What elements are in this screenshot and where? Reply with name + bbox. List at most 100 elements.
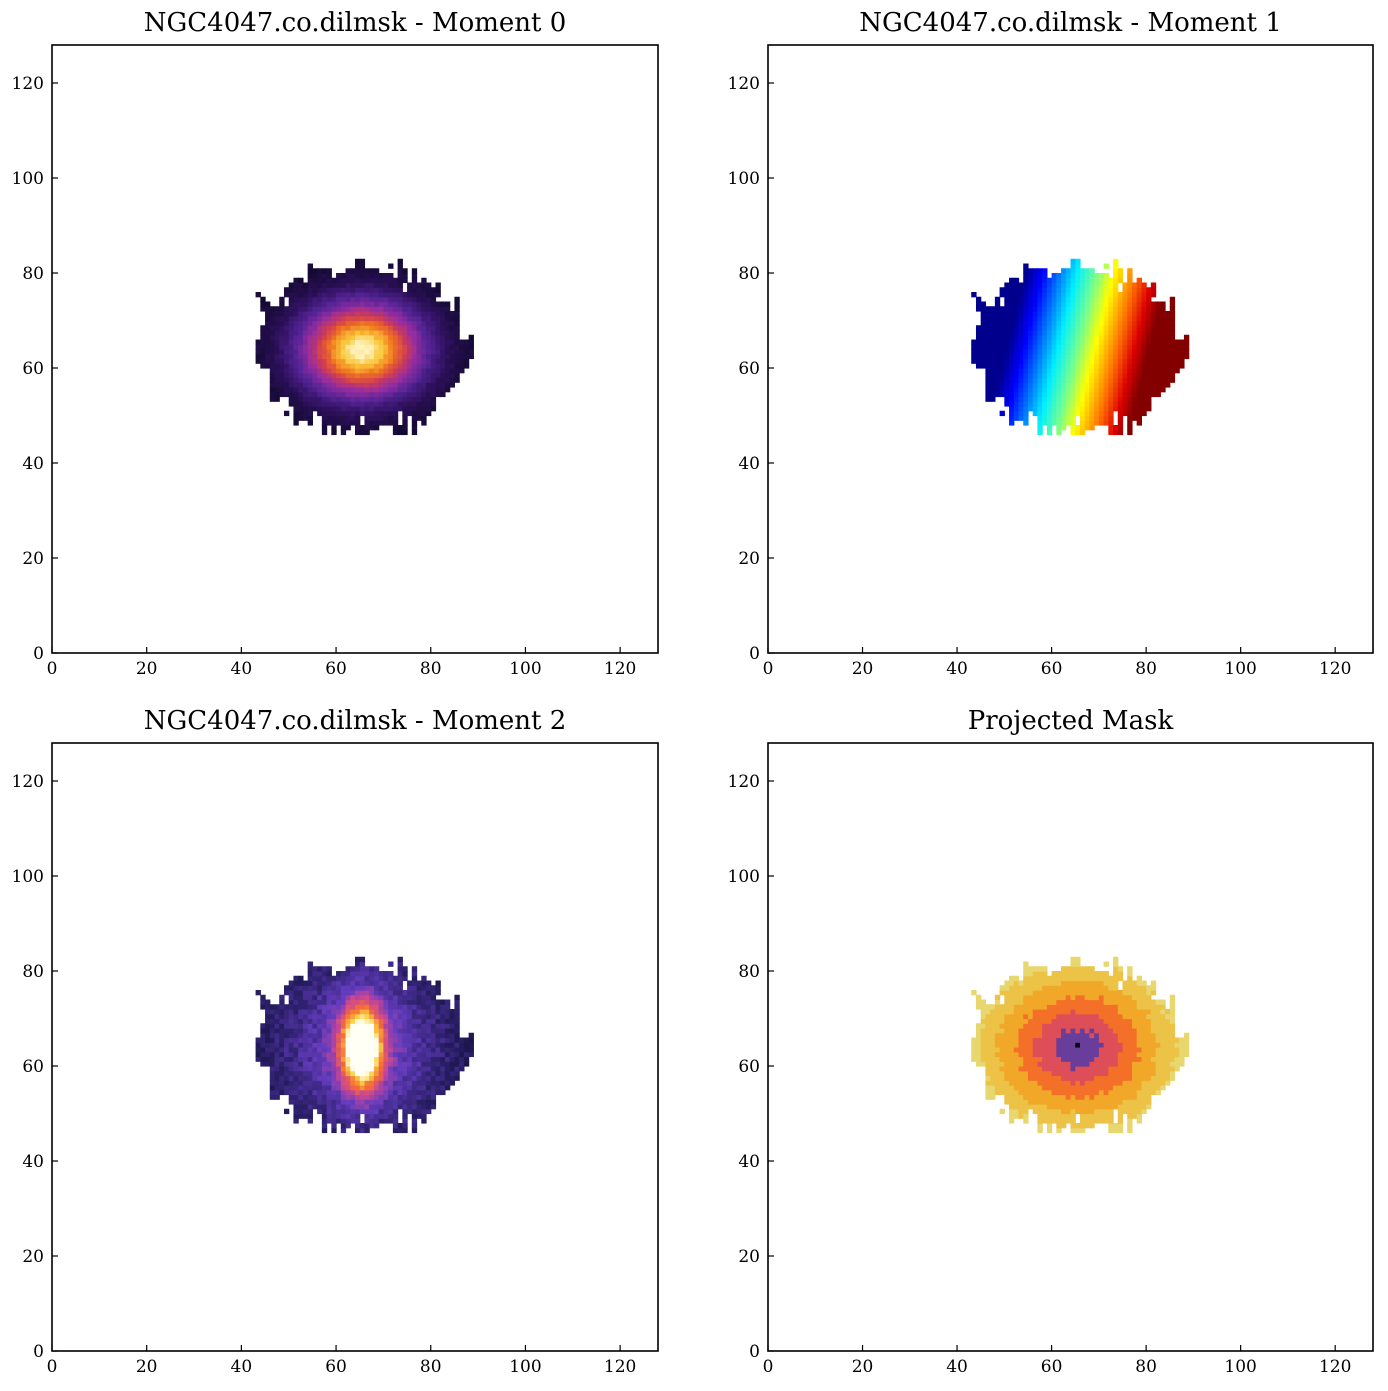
- heatmap-cell: [1132, 1076, 1137, 1081]
- heatmap-cell: [995, 1076, 1000, 1081]
- heatmap-cell: [374, 273, 379, 278]
- heatmap-cell: [1141, 344, 1146, 349]
- heatmap-cell: [1099, 976, 1104, 981]
- heatmap-cell: [1141, 1019, 1146, 1024]
- heatmap-cell: [1071, 406, 1076, 411]
- heatmap-cell: [1118, 1033, 1123, 1038]
- heatmap-cell: [1113, 990, 1118, 995]
- heatmap-cell: [985, 1095, 990, 1100]
- heatmap-cell: [393, 1033, 398, 1038]
- y-tick-label: 60: [738, 359, 760, 379]
- heatmap-cell: [440, 1080, 445, 1085]
- heatmap-cell: [1132, 1038, 1137, 1043]
- heatmap-cell: [1033, 1000, 1038, 1005]
- heatmap-cell: [1137, 397, 1142, 402]
- heatmap-cell: [393, 368, 398, 373]
- heatmap-cell: [1000, 382, 1005, 387]
- heatmap-cell: [374, 420, 379, 425]
- heatmap-cell: [355, 430, 360, 435]
- heatmap-cell: [1160, 1033, 1165, 1038]
- heatmap-cell: [417, 311, 422, 316]
- heatmap-cell: [346, 363, 351, 368]
- heatmap-cell: [1104, 1014, 1109, 1019]
- heatmap-cell: [346, 1028, 351, 1033]
- heatmap-cell: [331, 1109, 336, 1114]
- heatmap-cell: [435, 344, 440, 349]
- heatmap-cell: [412, 1023, 417, 1028]
- heatmap-cell: [1127, 297, 1132, 302]
- heatmap-cell: [1066, 311, 1071, 316]
- heatmap-cell: [1009, 1099, 1014, 1104]
- heatmap-cell: [1151, 349, 1156, 354]
- heatmap-cell: [421, 344, 426, 349]
- heatmap-cell: [1023, 283, 1028, 288]
- heatmap-cell: [1061, 397, 1066, 402]
- heatmap-cell: [981, 1042, 986, 1047]
- heatmap-cell: [317, 406, 322, 411]
- heatmap-cell: [346, 411, 351, 416]
- heatmap-cell: [374, 359, 379, 364]
- heatmap-cell: [322, 1028, 327, 1033]
- heatmap-cell: [312, 1004, 317, 1009]
- heatmap-cell: [1104, 1109, 1109, 1114]
- heatmap-cell: [1160, 1014, 1165, 1019]
- heatmap-cell: [1071, 1076, 1076, 1081]
- heatmap-cell: [336, 1038, 341, 1043]
- heatmap-cell: [445, 1023, 450, 1028]
- heatmap-cell: [364, 397, 369, 402]
- heatmap-cell: [308, 297, 313, 302]
- heatmap-cell: [1037, 349, 1042, 354]
- heatmap-cell: [393, 330, 398, 335]
- heatmap-cell: [1075, 1128, 1080, 1133]
- heatmap-cell: [1085, 330, 1090, 335]
- heatmap-cell: [1066, 287, 1071, 292]
- heatmap-cell: [1004, 378, 1009, 383]
- heatmap-cell: [412, 273, 417, 278]
- heatmap-cell: [1141, 411, 1146, 416]
- heatmap-cell: [312, 349, 317, 354]
- heatmap-cell: [312, 1099, 317, 1104]
- heatmap-cell: [312, 368, 317, 373]
- heatmap-cell: [293, 1076, 298, 1081]
- heatmap-cell: [393, 302, 398, 307]
- heatmap-cell: [1165, 349, 1170, 354]
- heatmap-cell: [454, 306, 459, 311]
- heatmap-cell: [350, 287, 355, 292]
- heatmap-cell: [322, 287, 327, 292]
- heatmap-cell: [1080, 1042, 1085, 1047]
- heatmap-cell: [440, 1090, 445, 1095]
- heatmap-cell: [1085, 1123, 1090, 1128]
- heatmap-cell: [355, 273, 360, 278]
- heatmap-cell: [995, 1061, 1000, 1066]
- heatmap-cell: [1004, 316, 1009, 321]
- heatmap-cell: [322, 425, 327, 430]
- heatmap-cell: [331, 325, 336, 330]
- heatmap-cell: [360, 985, 365, 990]
- heatmap-cell: [279, 1066, 284, 1071]
- heatmap-cell: [1042, 1014, 1047, 1019]
- heatmap-cell: [298, 349, 303, 354]
- heatmap-cell: [1019, 401, 1024, 406]
- heatmap-cell: [374, 349, 379, 354]
- heatmap-cell: [1004, 363, 1009, 368]
- heatmap-cell: [426, 1052, 431, 1057]
- heatmap-cell: [1094, 1095, 1099, 1100]
- heatmap-cell: [1042, 1099, 1047, 1104]
- heatmap-cell: [417, 297, 422, 302]
- heatmap-cell: [350, 1004, 355, 1009]
- heatmap-cell: [341, 1009, 346, 1014]
- heatmap-cell: [1127, 316, 1132, 321]
- heatmap-cell: [327, 387, 332, 392]
- heatmap-cell: [1004, 1014, 1009, 1019]
- heatmap-cell: [1066, 990, 1071, 995]
- heatmap-cell: [1118, 1128, 1123, 1133]
- heatmap-cell: [1108, 1000, 1113, 1005]
- heatmap-cell: [336, 1071, 341, 1076]
- heatmap-cell: [1023, 354, 1028, 359]
- heatmap-cell: [1151, 985, 1156, 990]
- heatmap-cell: [364, 420, 369, 425]
- heatmap-cell: [1094, 283, 1099, 288]
- heatmap-cell: [1047, 1085, 1052, 1090]
- heatmap-cell: [398, 340, 403, 345]
- heatmap-cell: [454, 1071, 459, 1076]
